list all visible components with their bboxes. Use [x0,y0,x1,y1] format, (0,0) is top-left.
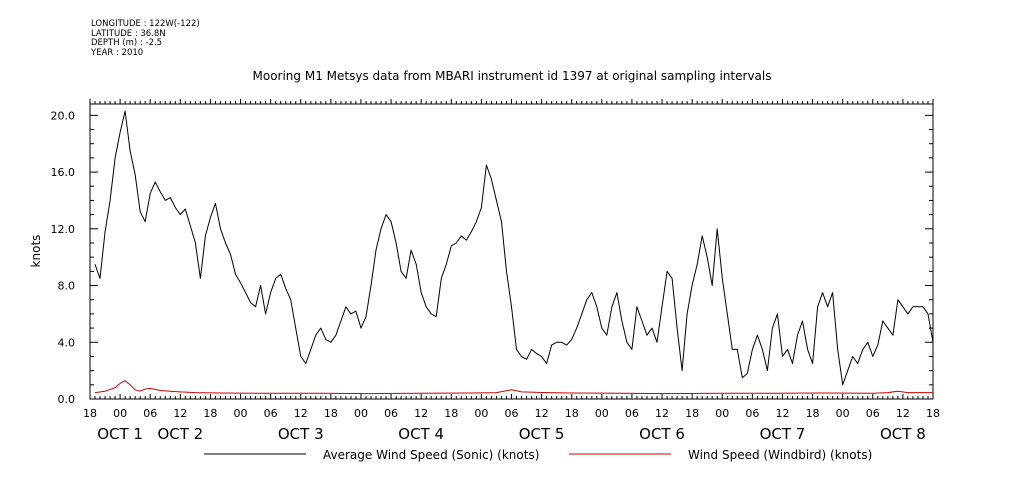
x-tick-label: 00 [474,407,488,420]
y-tick-label: 16.0 [51,166,76,179]
x-tick-label: 06 [143,407,157,420]
series-group [94,110,934,395]
plot-frame [89,103,934,400]
day-label: OCT 4 [398,425,444,443]
x-tick-label: 00 [113,407,127,420]
x-tick-label: 00 [234,407,248,420]
day-label: OCT 2 [157,425,203,443]
x-tick-label: 18 [685,407,699,420]
x-tick-label: 12 [535,407,549,420]
x-tick-label: 06 [745,407,759,420]
x-tick-label: 06 [384,407,398,420]
longitude-label: LONGITUDE : 122W(-122) [91,19,200,29]
x-tick-label: 12 [294,407,308,420]
y-tick-label: 12.0 [51,223,76,236]
y-tick-label: 8.0 [58,280,76,293]
y-axis-ticks: 0.0 4.0 8.0 12.0 16.0 20.0 [51,109,933,406]
x-tick-label: 06 [866,407,880,420]
series-line-sonic [94,110,934,386]
depth-label: DEPTH (m) : -2.5 [91,38,163,48]
x-tick-label: 00 [836,407,850,420]
day-label: OCT 1 [97,425,143,443]
y-tick-label: 4.0 [58,336,76,349]
y-axis-label: knots [29,235,43,268]
x-tick-label: 06 [505,407,519,420]
x-tick-label: 18 [565,407,579,420]
year-label: YEAR : 2010 [91,47,144,58]
legend: Average Wind Speed (Sonic) (knots) Wind … [204,448,872,462]
legend-label-sonic: Average Wind Speed (Sonic) (knots) [323,448,539,462]
x-tick-label: 18 [444,407,458,420]
latitude-label: LATITUDE : 36.8N [91,28,166,39]
x-tick-label: 12 [896,407,910,420]
day-label: OCT 7 [760,425,806,443]
x-axis-ticks: 18 00 06 12 18 00 06 12 18 00 06 12 18 00 06 12 18 00 06 12… [83,99,940,443]
legend-label-windbird: Wind Speed (Windbird) (knots) [688,448,872,462]
chart-title: Mooring M1 Metsys data from MBARI instru… [253,69,772,83]
day-label: OCT 5 [519,425,565,443]
x-tick-label: 00 [595,407,609,420]
y-tick-label: 20.0 [51,109,76,122]
plot-area: 18 00 06 12 18 00 06 12 18 00 06 12 18 00 06 12 18 00 06 12… [51,99,940,443]
y-tick-label: 0.0 [58,393,76,406]
day-label: OCT 8 [880,425,926,443]
x-tick-label: 00 [354,407,368,420]
x-tick-label: 12 [655,407,669,420]
x-tick-label: 18 [926,407,940,420]
x-tick-label: 06 [264,407,278,420]
x-tick-label: 06 [625,407,639,420]
x-tick-label: 12 [414,407,428,420]
day-label: OCT 6 [639,425,685,443]
x-tick-label: 18 [324,407,338,420]
station-metadata: LONGITUDE : 122W(-122) LATITUDE : 36.8N … [91,19,200,58]
series-line-windbird [94,380,933,395]
x-tick-label: 18 [806,407,820,420]
x-tick-label: 00 [715,407,729,420]
day-label: OCT 3 [278,425,324,443]
x-tick-label: 12 [173,407,187,420]
x-tick-label: 12 [775,407,789,420]
x-tick-label: 18 [83,407,97,420]
x-tick-label: 18 [203,407,217,420]
